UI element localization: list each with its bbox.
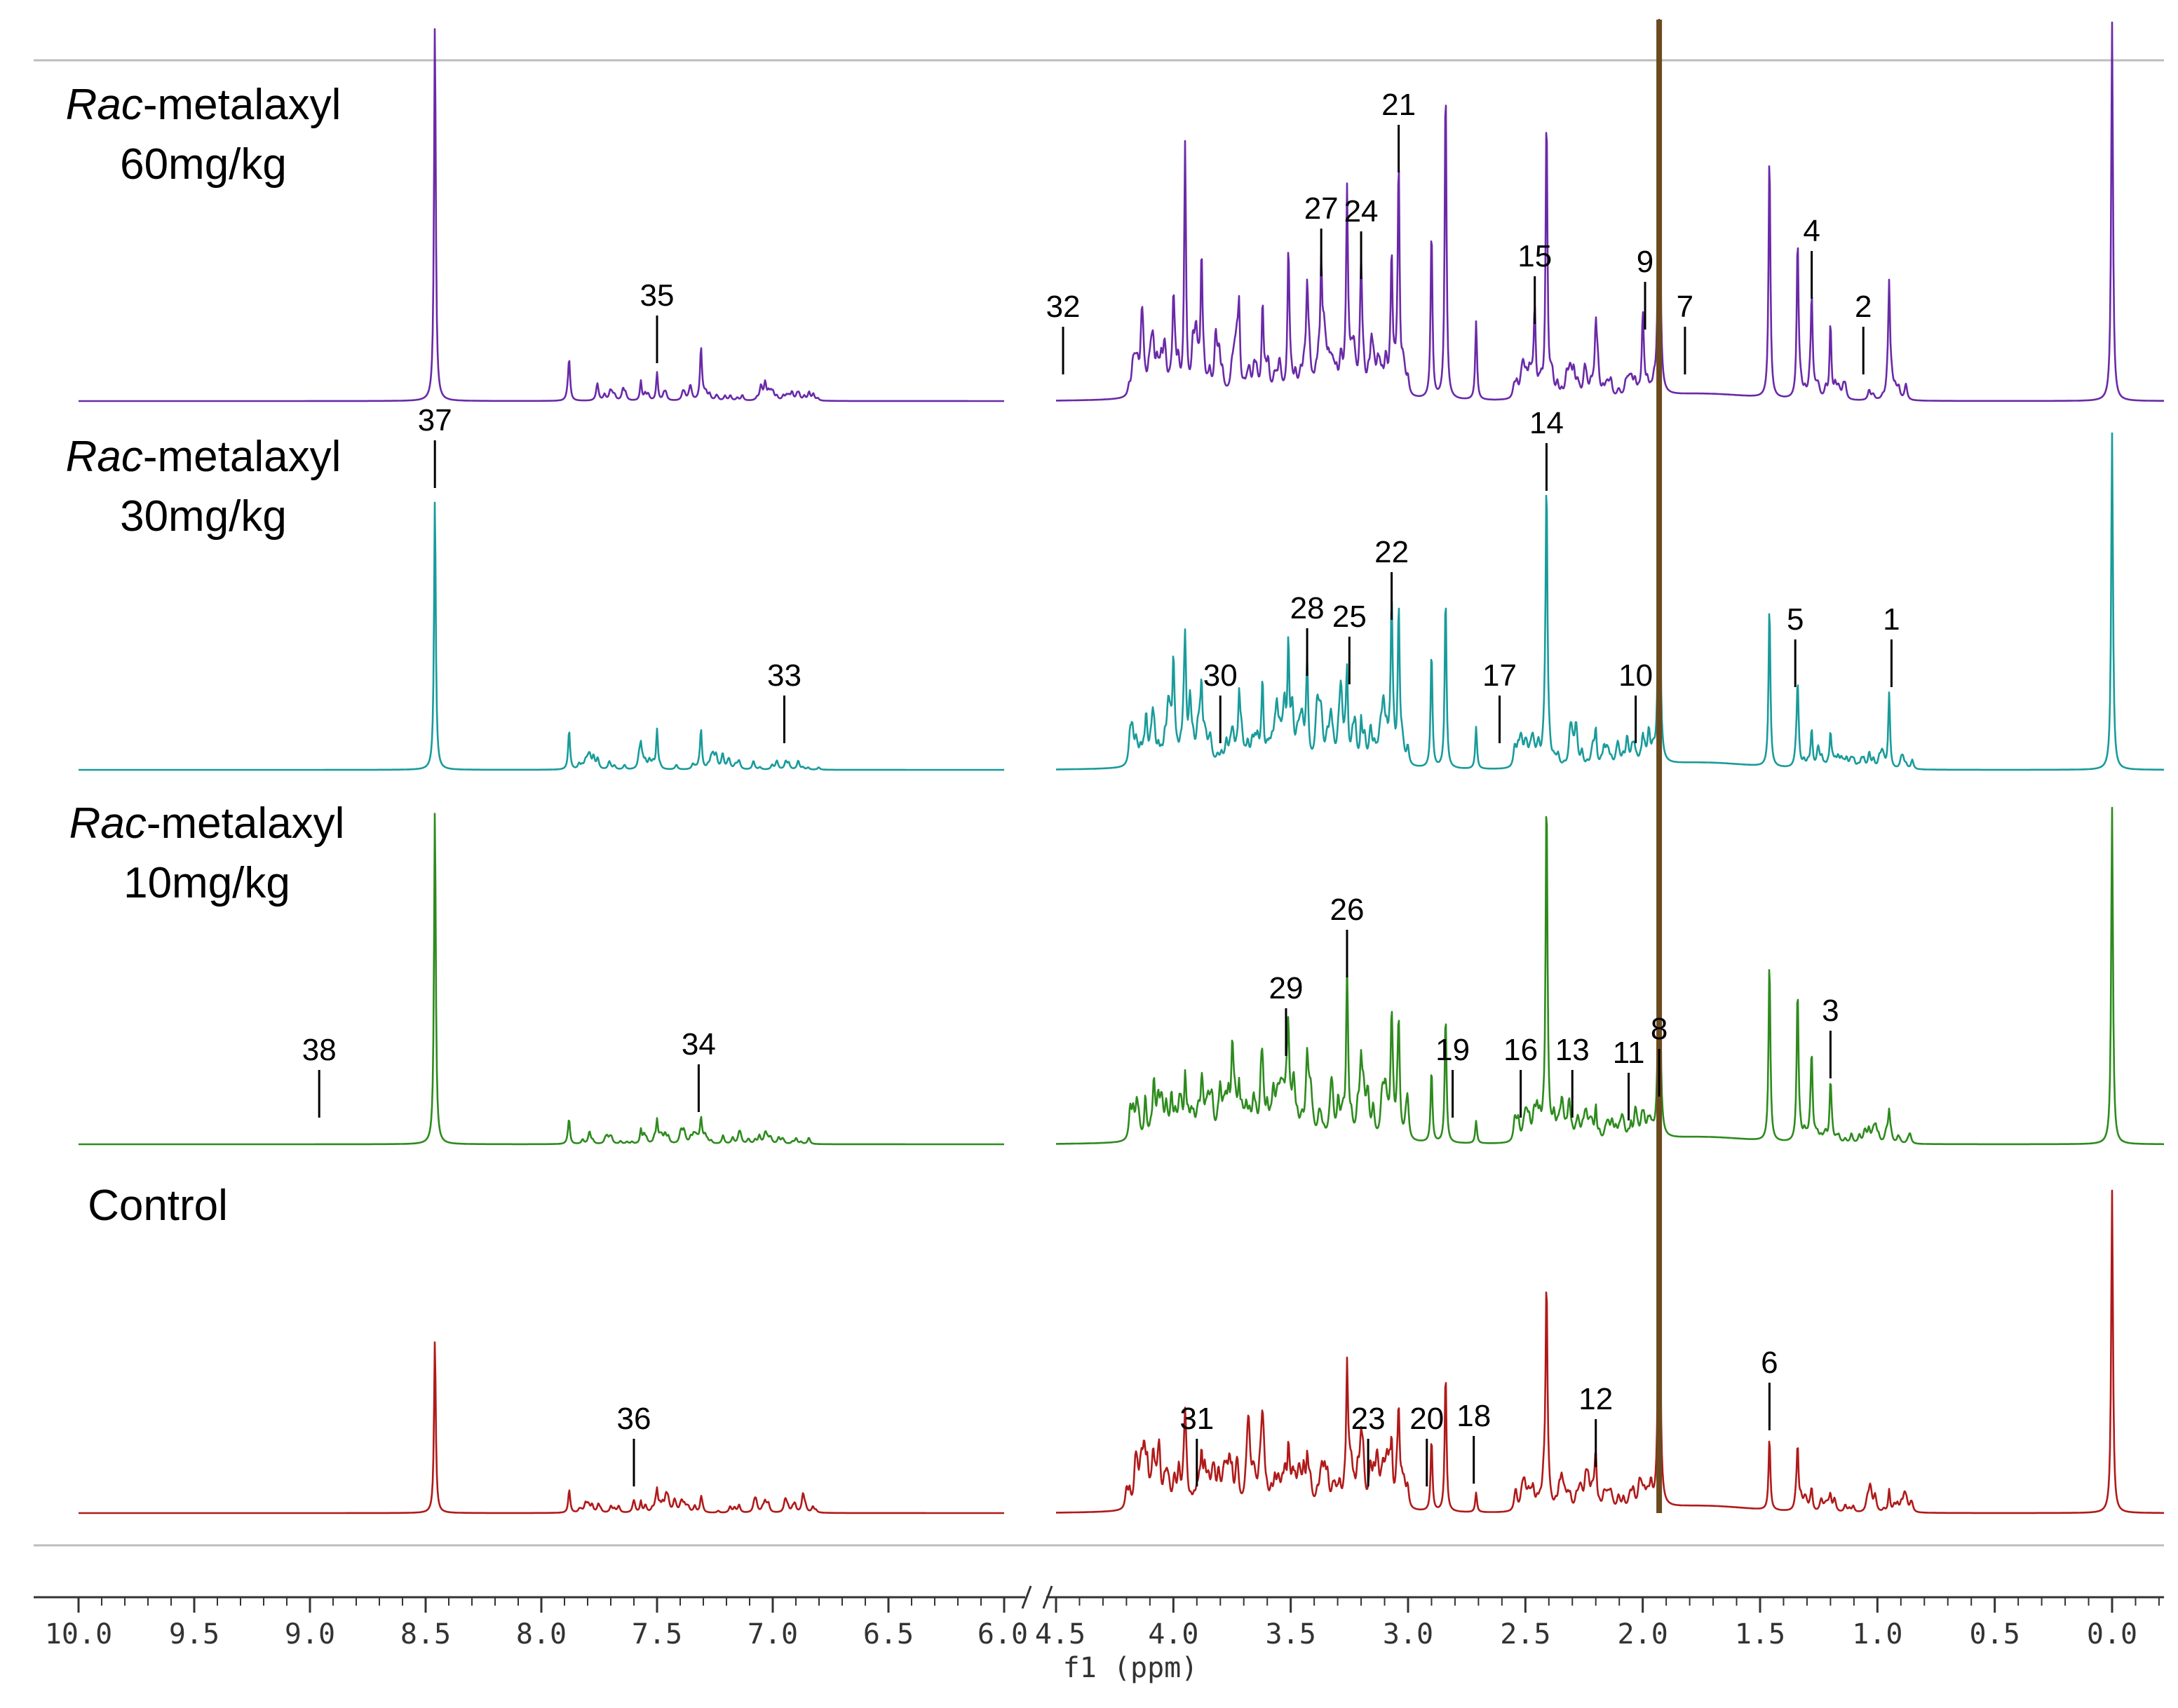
x-axis-tick-label: 1.0 xyxy=(1852,1618,1902,1651)
peak-label: 16 xyxy=(1503,1033,1538,1067)
spectrum-trace-3 xyxy=(78,801,2165,1146)
peak-label: 28 xyxy=(1290,591,1325,625)
peak-label: 38 xyxy=(302,1033,337,1067)
peak-label: 30 xyxy=(1203,658,1238,693)
panel-label-name: Control xyxy=(88,1181,228,1230)
peak-label: 20 xyxy=(1409,1402,1444,1436)
spectrum-segment-1-2 xyxy=(1055,18,2165,402)
peak-label: 1 xyxy=(1883,602,1900,637)
x-axis-tick-label: 2.5 xyxy=(1500,1618,1550,1651)
axis-break-mark xyxy=(1021,1585,1032,1609)
spectrum-segment-1-1 xyxy=(78,28,1005,402)
x-axis: 10.0 9.5 9.0 8.5 8.0 7.5 7.0 6.5 6.0 4.5 4.0 3.5 3.0… xyxy=(34,1585,2164,1651)
chart-frame xyxy=(34,59,2164,1547)
x-axis-tick-label: 3.5 xyxy=(1266,1618,1316,1651)
spectrum-segment-4-2 xyxy=(1055,1100,2165,1514)
x-axis-tick-label: 2.0 xyxy=(1618,1618,1668,1651)
peak-label: 23 xyxy=(1351,1402,1386,1436)
x-axis-tick-label: 7.5 xyxy=(632,1618,682,1651)
peak-label: 21 xyxy=(1381,88,1416,122)
x-axis-tick-label: 0.5 xyxy=(1970,1618,2020,1651)
x-axis-tick-label: 1.5 xyxy=(1735,1618,1785,1651)
peak-label: 15 xyxy=(1517,239,1552,273)
peak-label: 35 xyxy=(640,278,675,313)
x-axis-tick-label: 3.0 xyxy=(1383,1618,1433,1651)
peak-label: 17 xyxy=(1482,658,1517,693)
x-axis-tick-label: 6.5 xyxy=(863,1618,914,1651)
peak-label: 31 xyxy=(1179,1402,1214,1436)
peak-label: 25 xyxy=(1332,599,1367,634)
spectrum-segment-3-2 xyxy=(1055,801,2165,1146)
spectrum-trace-2 xyxy=(78,426,2165,771)
peak-label: 27 xyxy=(1304,191,1339,226)
panel-label-dose: 30mg/kg xyxy=(120,492,287,541)
panel-label-name: Rac-metalaxyl xyxy=(66,433,341,481)
peak-label: 18 xyxy=(1456,1399,1491,1433)
peak-label: 29 xyxy=(1269,971,1303,1005)
spectrum-trace-4 xyxy=(78,1100,2165,1514)
panel-label-dose: 10mg/kg xyxy=(123,859,290,907)
panel-label-dose: 60mg/kg xyxy=(120,140,287,189)
peak-label: 6 xyxy=(1761,1346,1778,1380)
x-axis-tick-label: 0.0 xyxy=(2087,1618,2137,1651)
spectrum-segment-4-1 xyxy=(78,1341,1005,1514)
peak-label: 3 xyxy=(1822,994,1839,1028)
peak-label: 9 xyxy=(1637,245,1653,279)
peak-label: 24 xyxy=(1344,194,1379,229)
peak-label: 33 xyxy=(767,658,801,693)
peak-label: 19 xyxy=(1435,1033,1470,1067)
peak-label: 34 xyxy=(682,1027,716,1062)
x-axis-tick-label: 10.0 xyxy=(45,1618,112,1651)
peak-label: 4 xyxy=(1803,214,1820,248)
spectrum-segment-3-1 xyxy=(78,813,1005,1146)
x-axis-tick-label: 7.0 xyxy=(748,1618,798,1651)
spectrum-segment-2-1 xyxy=(78,501,1005,771)
peak-label: 36 xyxy=(617,1402,651,1436)
x-axis-title: f1 (ppm) xyxy=(1063,1652,1198,1684)
peak-label: 2 xyxy=(1855,290,1872,324)
peak-label: 10 xyxy=(1618,658,1653,693)
peak-label: 37 xyxy=(418,403,452,438)
axis-break-mark xyxy=(1042,1585,1053,1609)
x-axis-tick-label: 8.5 xyxy=(400,1618,451,1651)
x-axis-tick-label: 9.5 xyxy=(169,1618,219,1651)
peak-label: 5 xyxy=(1787,602,1804,637)
spectra-traces xyxy=(78,18,2165,1514)
spectrum-trace-1 xyxy=(78,18,2165,402)
panel-label-name: Rac-metalaxyl xyxy=(69,799,345,848)
x-axis-tick-label: 6.0 xyxy=(978,1618,1028,1651)
peak-label: 11 xyxy=(1613,1036,1645,1070)
peak-label: 12 xyxy=(1578,1382,1613,1416)
peak-label: 32 xyxy=(1046,290,1081,324)
peak-label: 26 xyxy=(1330,893,1365,927)
x-axis-tick-label: 4.0 xyxy=(1148,1618,1198,1651)
x-axis-tick-label: 9.0 xyxy=(285,1618,335,1651)
x-axis-tick-label: 4.5 xyxy=(1035,1618,1085,1651)
x-axis-tick-label: 8.0 xyxy=(516,1618,567,1651)
panel-label-name: Rac-metalaxyl xyxy=(66,81,341,129)
spectrum-segment-2-2 xyxy=(1055,426,2165,771)
peak-label: 7 xyxy=(1677,290,1693,324)
panel-labels: Rac-metalaxyl 60mg/kg Rac-metalaxyl 30mg/kg… xyxy=(66,81,345,1230)
peak-label: 8 xyxy=(1651,1012,1668,1046)
peak-label: 14 xyxy=(1529,406,1564,440)
peak-label: 22 xyxy=(1374,535,1409,569)
peak-label: 13 xyxy=(1555,1033,1590,1067)
